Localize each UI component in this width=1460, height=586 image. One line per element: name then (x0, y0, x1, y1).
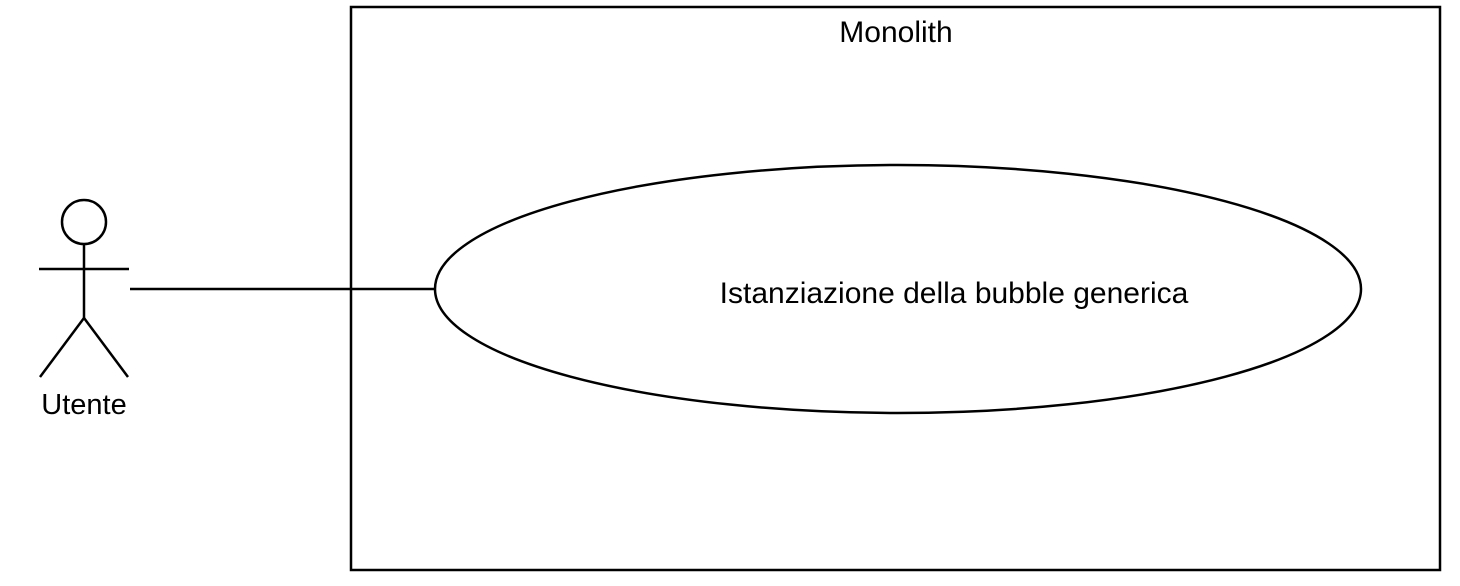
actor-label: Utente (41, 389, 126, 421)
actor: Utente (38, 198, 130, 421)
use-case: Istanziazione della bubble generica (433, 163, 1363, 415)
use-case-label: Istanziazione della bubble generica (720, 277, 1189, 310)
system-title: Monolith (839, 16, 952, 49)
use-case-ellipse (433, 163, 1363, 415)
actor-stick-figure-icon (38, 198, 130, 378)
